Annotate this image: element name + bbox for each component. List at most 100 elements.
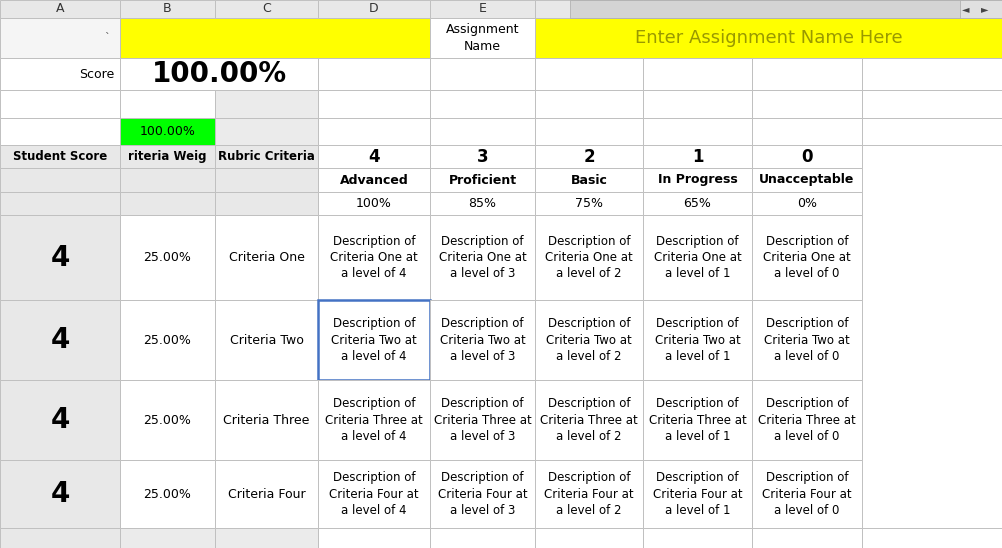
- Text: Proficient: Proficient: [448, 174, 516, 186]
- Text: E: E: [478, 3, 486, 15]
- Bar: [534, 145, 642, 168]
- Bar: [642, 380, 752, 460]
- Bar: [430, 145, 534, 168]
- Text: Unacceptable: Unacceptable: [759, 174, 854, 186]
- Bar: [214, 460, 318, 528]
- Bar: [120, 0, 214, 18]
- Bar: [120, 215, 214, 300]
- Text: 25.00%: 25.00%: [143, 334, 191, 346]
- Text: Criteria Two: Criteria Two: [229, 334, 304, 346]
- Bar: [0, 528, 120, 548]
- Text: 4: 4: [368, 147, 380, 165]
- Text: Description of
Criteria Two at
a level of 3: Description of Criteria Two at a level o…: [439, 317, 525, 362]
- Text: Description of
Criteria Four at
a level of 0: Description of Criteria Four at a level …: [762, 471, 851, 517]
- Text: Description of
Criteria Three at
a level of 0: Description of Criteria Three at a level…: [758, 397, 855, 442]
- Text: 85%: 85%: [468, 197, 496, 210]
- Bar: [642, 192, 752, 215]
- Bar: [534, 168, 642, 192]
- Bar: [0, 118, 120, 145]
- Bar: [752, 215, 861, 300]
- Bar: [642, 90, 752, 118]
- Bar: [430, 118, 534, 145]
- Bar: [861, 528, 1002, 548]
- Bar: [642, 0, 752, 18]
- Bar: [534, 300, 642, 380]
- Bar: [642, 168, 752, 192]
- Text: 4: 4: [50, 406, 69, 434]
- Text: Student Score: Student Score: [13, 150, 107, 163]
- Bar: [120, 18, 430, 58]
- Text: 25.00%: 25.00%: [143, 251, 191, 264]
- Text: A: A: [56, 3, 64, 15]
- Bar: [120, 460, 214, 528]
- Text: Description of
Criteria One at
a level of 4: Description of Criteria One at a level o…: [330, 235, 418, 280]
- Text: Description of
Criteria Two at
a level of 2: Description of Criteria Two at a level o…: [545, 317, 631, 362]
- Text: Description of
Criteria One at
a level of 1: Description of Criteria One at a level o…: [653, 235, 740, 280]
- Bar: [642, 58, 752, 90]
- Text: Enter Assignment Name Here: Enter Assignment Name Here: [634, 29, 902, 47]
- Text: 1: 1: [691, 147, 702, 165]
- Text: riteria Weig: riteria Weig: [128, 150, 206, 163]
- Text: 100.00%: 100.00%: [139, 125, 195, 138]
- Text: Description of
Criteria Three at
a level of 3: Description of Criteria Three at a level…: [433, 397, 531, 442]
- Bar: [534, 18, 1002, 58]
- Text: D: D: [369, 3, 379, 15]
- Bar: [214, 90, 318, 118]
- Bar: [0, 215, 120, 300]
- Bar: [861, 118, 1002, 145]
- Text: 0: 0: [801, 147, 812, 165]
- Bar: [752, 58, 861, 90]
- Bar: [318, 145, 430, 168]
- Bar: [0, 145, 120, 168]
- Bar: [752, 300, 861, 380]
- Text: Description of
Criteria One at
a level of 0: Description of Criteria One at a level o…: [763, 235, 850, 280]
- Bar: [318, 90, 430, 118]
- Text: Description of
Criteria Three at
a level of 1: Description of Criteria Three at a level…: [648, 397, 745, 442]
- Text: 2: 2: [582, 147, 594, 165]
- Bar: [430, 528, 534, 548]
- Bar: [752, 90, 861, 118]
- Bar: [430, 58, 534, 90]
- Text: 3: 3: [476, 147, 488, 165]
- Text: 100%: 100%: [356, 197, 392, 210]
- Bar: [120, 380, 214, 460]
- Bar: [534, 215, 642, 300]
- Text: 4: 4: [50, 326, 69, 354]
- Text: Criteria Four: Criteria Four: [227, 488, 305, 500]
- Text: ►: ►: [980, 4, 988, 14]
- Bar: [534, 460, 642, 528]
- Bar: [752, 460, 861, 528]
- Bar: [120, 90, 214, 118]
- Text: Score: Score: [79, 67, 114, 81]
- Bar: [318, 215, 430, 300]
- Text: 65%: 65%: [683, 197, 710, 210]
- Bar: [214, 215, 318, 300]
- Text: C: C: [262, 3, 271, 15]
- Bar: [318, 58, 430, 90]
- Bar: [120, 528, 214, 548]
- Text: In Progress: In Progress: [657, 174, 736, 186]
- Bar: [430, 300, 534, 380]
- Bar: [959, 0, 1002, 18]
- Bar: [430, 380, 534, 460]
- Bar: [120, 58, 318, 90]
- Text: Description of
Criteria Four at
a level of 4: Description of Criteria Four at a level …: [329, 471, 419, 517]
- Text: 75%: 75%: [574, 197, 602, 210]
- Bar: [430, 215, 534, 300]
- Bar: [534, 192, 642, 215]
- Bar: [861, 58, 1002, 90]
- Text: B: B: [163, 3, 171, 15]
- Bar: [120, 145, 214, 168]
- Bar: [214, 528, 318, 548]
- Text: Description of
Criteria Two at
a level of 0: Description of Criteria Two at a level o…: [764, 317, 849, 362]
- Bar: [120, 168, 214, 192]
- Text: 4: 4: [50, 243, 69, 271]
- Bar: [430, 168, 534, 192]
- Text: Assignment
Name: Assignment Name: [445, 24, 519, 53]
- Bar: [318, 168, 430, 192]
- Bar: [534, 58, 642, 90]
- Bar: [0, 0, 120, 18]
- Text: Criteria One: Criteria One: [228, 251, 305, 264]
- Bar: [214, 0, 318, 18]
- Bar: [569, 0, 962, 18]
